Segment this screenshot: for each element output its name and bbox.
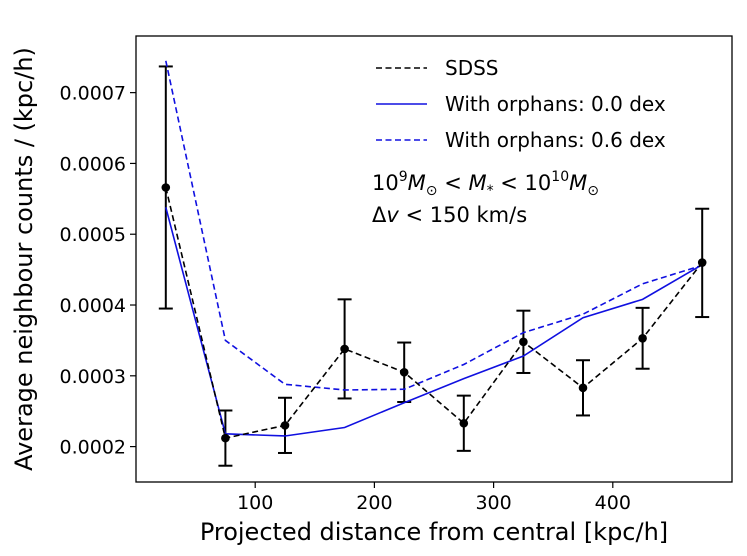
x-tick-label: 400 bbox=[595, 492, 631, 514]
data-point bbox=[280, 421, 290, 430]
series-line-with-orphans-0-6-dex bbox=[165, 60, 703, 391]
data-point bbox=[399, 367, 409, 377]
data-point bbox=[697, 258, 707, 267]
y-tick-label: 0.0005 bbox=[60, 224, 126, 246]
markers-layer bbox=[161, 183, 707, 443]
y-tick-label: 0.0003 bbox=[60, 366, 126, 388]
mass-range-annotation: 109M⊙ < M* < 1010M⊙ bbox=[372, 169, 599, 199]
lines-layer bbox=[165, 60, 703, 440]
series-line-sdss bbox=[165, 187, 703, 440]
data-point bbox=[638, 333, 647, 343]
x-tick-label: 300 bbox=[475, 492, 511, 514]
data-point bbox=[161, 183, 171, 192]
data-point bbox=[578, 383, 588, 393]
x-tick-label: 100 bbox=[237, 492, 273, 514]
data-point bbox=[340, 344, 349, 354]
data-point bbox=[221, 433, 230, 443]
data-point bbox=[519, 337, 528, 347]
legend-label-with-orphans-0-6-dex: With orphans: 0.6 dex bbox=[445, 128, 666, 152]
legend-label-with-orphans-0-0-dex: With orphans: 0.0 dex bbox=[445, 92, 666, 116]
y-tick-label: 0.0007 bbox=[60, 83, 126, 105]
legend: SDSS With orphans: 0.0 dex With orphans: 0… bbox=[376, 56, 666, 152]
series-line-with-orphans-0-0-dex bbox=[165, 207, 703, 437]
y-tick-label: 0.0002 bbox=[60, 437, 126, 459]
data-point bbox=[459, 418, 469, 428]
x-tick-label: 200 bbox=[356, 492, 392, 514]
legend-label-sdss: SDSS bbox=[445, 56, 499, 80]
y-axis-label: Average neighbour counts / (kpc/h) bbox=[10, 47, 38, 471]
velocity-annotation: Δv < 150 km/s bbox=[372, 203, 527, 227]
y-tick-label: 0.0004 bbox=[60, 295, 126, 317]
ticks-layer: 100 200 300 400 0.0002 0.0003 0.0004 0.0005 0.00… bbox=[60, 83, 631, 514]
y-tick-label: 0.0006 bbox=[60, 153, 126, 175]
x-axis-label: Projected distance from central [kpc/h] bbox=[200, 518, 668, 546]
plot-area bbox=[135, 35, 733, 483]
